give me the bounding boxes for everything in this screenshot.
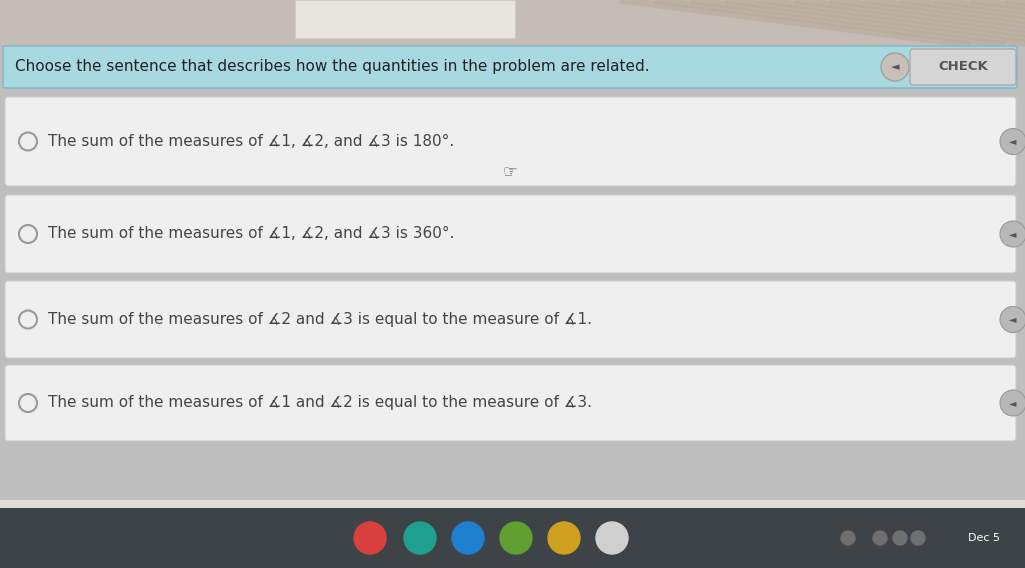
Circle shape	[596, 522, 628, 554]
Circle shape	[548, 522, 580, 554]
Circle shape	[893, 531, 907, 545]
FancyBboxPatch shape	[0, 508, 1025, 568]
FancyBboxPatch shape	[3, 46, 1017, 88]
Text: ◄: ◄	[1010, 136, 1017, 147]
Circle shape	[354, 522, 386, 554]
Circle shape	[873, 531, 887, 545]
FancyBboxPatch shape	[5, 97, 1016, 186]
FancyBboxPatch shape	[5, 195, 1016, 273]
Text: ◄: ◄	[1010, 315, 1017, 324]
FancyBboxPatch shape	[910, 49, 1016, 85]
Text: The sum of the measures of ∡1, ∡2, and ∡3 is 180°.: The sum of the measures of ∡1, ∡2, and ∡…	[48, 134, 454, 149]
Circle shape	[840, 531, 855, 545]
Text: The sum of the measures of ∡2 and ∡3 is equal to the measure of ∡1.: The sum of the measures of ∡2 and ∡3 is …	[48, 312, 592, 327]
FancyBboxPatch shape	[0, 0, 1025, 45]
Circle shape	[1000, 128, 1025, 154]
FancyBboxPatch shape	[5, 281, 1016, 358]
Circle shape	[1000, 307, 1025, 332]
Text: The sum of the measures of ∡1, ∡2, and ∡3 is 360°.: The sum of the measures of ∡1, ∡2, and ∡…	[48, 227, 454, 241]
Text: CHECK: CHECK	[938, 61, 988, 73]
Circle shape	[404, 522, 436, 554]
Text: ☞: ☞	[502, 163, 518, 181]
Circle shape	[1000, 390, 1025, 416]
Circle shape	[500, 522, 532, 554]
Circle shape	[1000, 221, 1025, 247]
FancyBboxPatch shape	[5, 365, 1016, 441]
Text: The sum of the measures of ∡1 and ∡2 is equal to the measure of ∡3.: The sum of the measures of ∡1 and ∡2 is …	[48, 395, 592, 411]
Text: ◄: ◄	[891, 62, 899, 72]
Circle shape	[911, 531, 925, 545]
Circle shape	[882, 53, 909, 81]
Text: Dec 5: Dec 5	[968, 533, 1000, 543]
FancyBboxPatch shape	[295, 0, 515, 38]
Circle shape	[452, 522, 484, 554]
Text: Choose the sentence that describes how the quantities in the problem are related: Choose the sentence that describes how t…	[15, 60, 650, 74]
FancyBboxPatch shape	[0, 500, 1025, 508]
Text: ◄: ◄	[1010, 398, 1017, 408]
Text: ◄: ◄	[1010, 229, 1017, 239]
